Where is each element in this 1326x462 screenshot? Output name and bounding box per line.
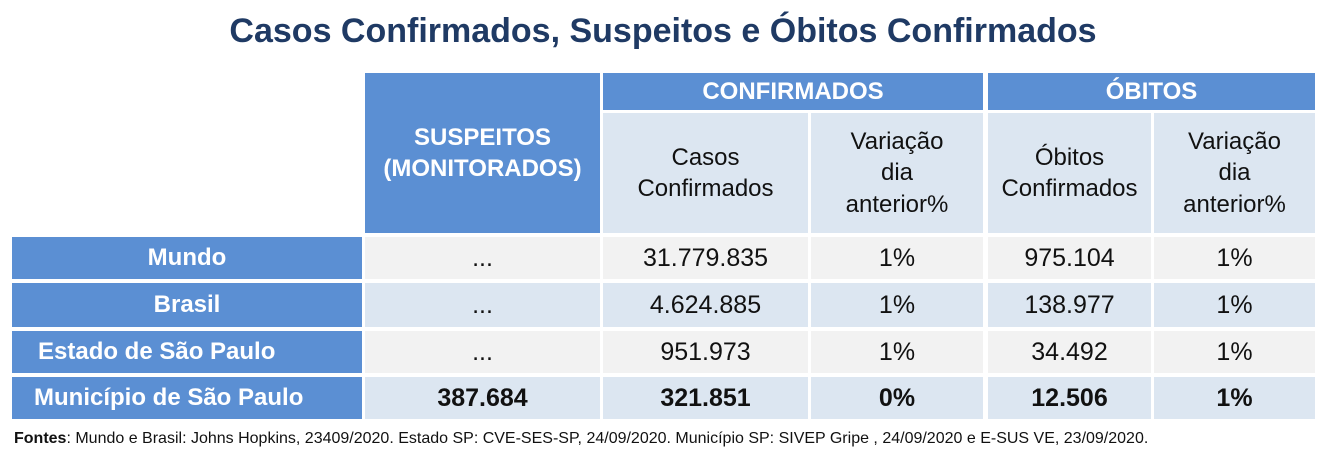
cell-casos: 951.973 (603, 331, 808, 373)
cell-var-obitos: 1% (1154, 283, 1315, 327)
header-obitos: ÓBITOS (988, 73, 1315, 110)
cell-suspeitos: ... (365, 237, 600, 279)
cell-obitos: 138.977 (988, 283, 1151, 327)
header-confirmados: CONFIRMADOS (603, 73, 983, 110)
cell-obitos: 975.104 (988, 237, 1151, 279)
page-title: Casos Confirmados, Suspeitos e Óbitos Co… (229, 12, 1097, 50)
cell-var-casos: 1% (811, 331, 983, 373)
cell-var-casos: 1% (811, 283, 983, 327)
row-label-brasil: Brasil (12, 283, 362, 327)
cell-var-casos: 1% (811, 237, 983, 279)
sources-text: : Mundo e Brasil: Johns Hopkins, 23409/2… (66, 430, 1149, 447)
subheader-obitos-confirmados: Óbitos Confirmados (988, 113, 1151, 233)
cell-var-casos: 0% (811, 377, 983, 419)
cell-casos: 4.624.885 (603, 283, 808, 327)
cell-casos: 321.851 (603, 377, 808, 419)
sources-note: Fontes: Mundo e Brasil: Johns Hopkins, 2… (14, 430, 1148, 448)
cell-suspeitos: ... (365, 331, 600, 373)
row-label-municipio-sp: Município de São Paulo (12, 377, 362, 419)
cell-obitos: 34.492 (988, 331, 1151, 373)
cell-suspeitos: 387.684 (365, 377, 600, 419)
row-label-mundo: Mundo (12, 237, 362, 279)
cell-var-obitos: 1% (1154, 377, 1315, 419)
subheader-casos-confirmados: Casos Confirmados (603, 113, 808, 233)
row-label-estado-sp: Estado de São Paulo (12, 331, 362, 373)
cell-casos: 31.779.835 (603, 237, 808, 279)
cell-var-obitos: 1% (1154, 331, 1315, 373)
header-suspeitos: SUSPEITOS (MONITORADOS) (365, 73, 600, 233)
cell-obitos: 12.506 (988, 377, 1151, 419)
subheader-variacao-obitos: Variação dia anterior% (1154, 113, 1315, 233)
cell-var-obitos: 1% (1154, 237, 1315, 279)
sources-label: Fontes (14, 430, 67, 447)
subheader-variacao-casos: Variação dia anterior% (811, 113, 983, 233)
cell-suspeitos: ... (365, 283, 600, 327)
